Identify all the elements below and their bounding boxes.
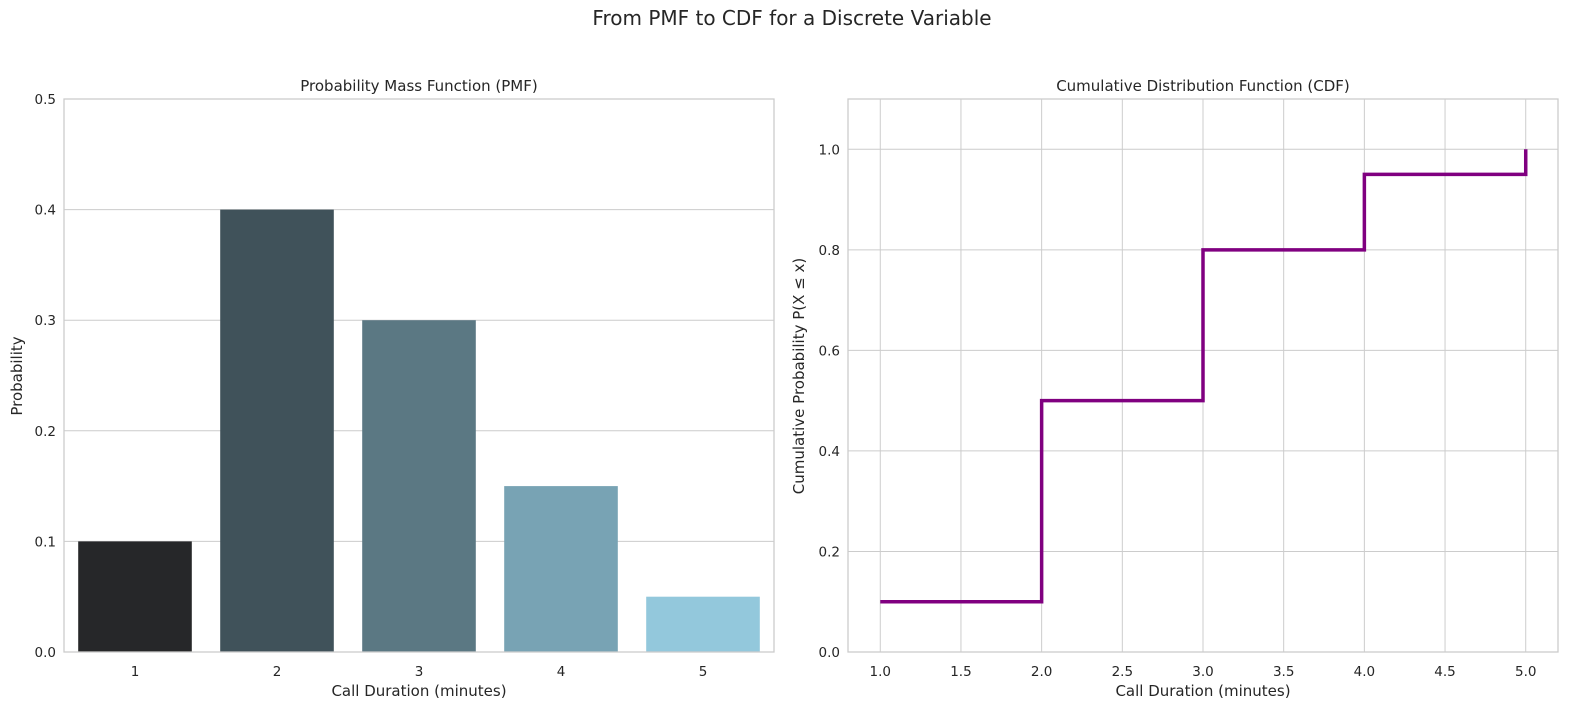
cdf-ytick-label: 1.0 — [819, 142, 840, 158]
cdf-ytick-label: 0.8 — [819, 243, 840, 259]
cdf-title: Cumulative Distribution Function (CDF) — [1056, 77, 1350, 95]
pmf-bar — [220, 209, 334, 652]
pmf-xtick-label: 1 — [131, 664, 140, 680]
cdf-xlabel: Call Duration (minutes) — [1115, 682, 1290, 700]
cdf-xtick-label: 2.5 — [1112, 664, 1133, 680]
pmf-ytick-label: 0.3 — [35, 313, 56, 329]
pmf-xtick-label: 4 — [557, 664, 566, 680]
cdf-xtick-label: 3.0 — [1192, 664, 1213, 680]
pmf-bar — [78, 541, 192, 652]
pmf-ylabel: Probability — [8, 336, 26, 415]
cdf-ylabel: Cumulative Probability P(X ≤ x) — [792, 258, 808, 494]
pmf-ytick-label: 0.5 — [35, 92, 56, 108]
pmf-xlabel: Call Duration (minutes) — [331, 682, 506, 700]
cdf-xtick-label: 3.5 — [1273, 664, 1294, 680]
pmf-bar — [362, 320, 476, 652]
cdf-step-line — [880, 149, 1528, 604]
pmf-chart: Probability Mass Function (PMF) Call Dur… — [8, 77, 775, 700]
cdf-xtick-label: 1.0 — [870, 664, 891, 680]
cdf-xtick-label: 4.5 — [1434, 664, 1455, 680]
cdf-axes-frame — [847, 98, 1559, 653]
cdf-ytick-label: 0.6 — [819, 343, 840, 359]
pmf-ytick-label: 0.0 — [35, 645, 56, 661]
pmf-xtick-label: 3 — [415, 664, 424, 680]
pmf-ytick-label: 0.4 — [35, 203, 56, 219]
pmf-ytick-label: 0.2 — [35, 424, 56, 440]
cdf-xtick-label: 5.0 — [1515, 664, 1536, 680]
cdf-chart: Cumulative Distribution Function (CDF) C… — [792, 77, 1559, 700]
pmf-axes-frame — [63, 98, 775, 653]
figure-suptitle: From PMF to CDF for a Discrete Variable — [592, 6, 992, 30]
pmf-ytick-label: 0.1 — [35, 534, 56, 550]
pmf-title: Probability Mass Function (PMF) — [300, 77, 537, 95]
pmf-bar — [504, 486, 618, 652]
pmf-xtick-label: 5 — [699, 664, 708, 680]
cdf-xtick-label: 4.0 — [1354, 664, 1375, 680]
cdf-xtick-label: 2.0 — [1031, 664, 1052, 680]
pmf-xtick-label: 2 — [273, 664, 282, 680]
cdf-ytick-label: 0.2 — [819, 544, 840, 560]
cdf-ytick-label: 0.0 — [819, 645, 840, 661]
pmf-bar — [646, 596, 760, 652]
cdf-ytick-label: 0.4 — [819, 444, 840, 460]
cdf-xtick-label: 1.5 — [950, 664, 971, 680]
